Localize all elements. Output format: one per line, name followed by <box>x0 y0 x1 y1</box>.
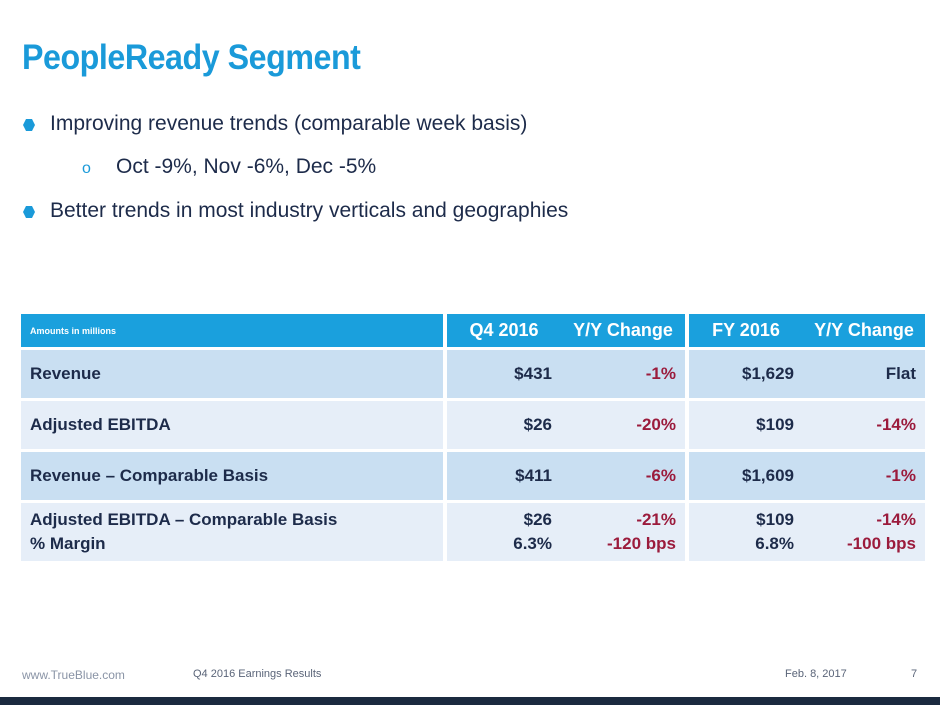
q4-change: -6% <box>561 449 685 500</box>
bullet-text: Improving revenue trends (comparable wee… <box>50 112 528 135</box>
q4-change: -20% <box>561 398 685 449</box>
bullet-text: Oct -9%, Nov -6%, Dec -5% <box>116 155 377 178</box>
header-fy-yy-change: Y/Y Change <box>803 314 925 347</box>
fy-value: $1,609 <box>685 449 803 500</box>
page-number: 7 <box>911 668 918 680</box>
row-label: Adjusted EBITDA – Comparable Basis % Mar… <box>21 500 443 561</box>
fy-change: Flat <box>803 347 925 398</box>
q4-change: -1% <box>561 347 685 398</box>
q4-value: $26 <box>443 398 561 449</box>
q4-change: -21% -120 bps <box>561 500 685 561</box>
hexagon-bullet-icon <box>23 119 35 131</box>
row-label-line1: Adjusted EBITDA – Comparable Basis <box>30 510 338 529</box>
table-row: Revenue – Comparable Basis $411 -6% $1,6… <box>21 449 925 500</box>
row-label: Adjusted EBITDA <box>21 398 443 449</box>
bullet-text: Better trends in most industry verticals… <box>50 199 569 222</box>
footer-date: Feb. 8, 2017 <box>785 668 847 680</box>
header-amounts: Amounts in millions <box>21 314 443 347</box>
fy-change: -14% -100 bps <box>803 500 925 561</box>
bottom-bar <box>0 697 940 705</box>
q4-value-line2: 6.3% <box>513 534 552 553</box>
table-row: Revenue $431 -1% $1,629 Flat <box>21 347 925 398</box>
q4-value-line1: $26 <box>523 510 552 529</box>
fy-value-line1: $109 <box>756 510 794 529</box>
bullet-revenue-trends: Improving revenue trends (comparable wee… <box>23 112 528 136</box>
sub-bullet-monthly: o Oct -9%, Nov -6%, Dec -5% <box>82 155 377 179</box>
table-row: Adjusted EBITDA $26 -20% $109 -14% <box>21 398 925 449</box>
circle-bullet-icon: o <box>82 160 91 177</box>
fy-value-line2: 6.8% <box>755 534 794 553</box>
row-label: Revenue – Comparable Basis <box>21 449 443 500</box>
fy-change: -1% <box>803 449 925 500</box>
slide-title: PeopleReady Segment <box>22 38 361 77</box>
fy-value: $1,629 <box>685 347 803 398</box>
header-fy-2016: FY 2016 <box>685 314 803 347</box>
hexagon-bullet-icon <box>23 206 35 218</box>
row-label-line2: % Margin <box>30 534 106 553</box>
financial-table: Amounts in millions Q4 2016 Y/Y Change F… <box>21 314 925 561</box>
fy-change: -14% <box>803 398 925 449</box>
table-row: Adjusted EBITDA – Comparable Basis % Mar… <box>21 500 925 561</box>
q4-change-line2: -120 bps <box>607 534 676 553</box>
header-q4-2016: Q4 2016 <box>443 314 561 347</box>
bullet-industry-trends: Better trends in most industry verticals… <box>23 199 569 223</box>
q4-value: $411 <box>443 449 561 500</box>
q4-change-line1: -21% <box>636 510 676 529</box>
fy-change-line1: -14% <box>876 510 916 529</box>
footer-website: www.TrueBlue.com <box>22 668 125 682</box>
fy-change-line2: -100 bps <box>847 534 916 553</box>
header-q4-yy-change: Y/Y Change <box>561 314 685 347</box>
fy-value: $109 <box>685 398 803 449</box>
table-header-row: Amounts in millions Q4 2016 Y/Y Change F… <box>21 314 925 347</box>
q4-value: $431 <box>443 347 561 398</box>
footer-deck-title: Q4 2016 Earnings Results <box>193 668 322 680</box>
fy-value: $109 6.8% <box>685 500 803 561</box>
q4-value: $26 6.3% <box>443 500 561 561</box>
row-label: Revenue <box>21 347 443 398</box>
